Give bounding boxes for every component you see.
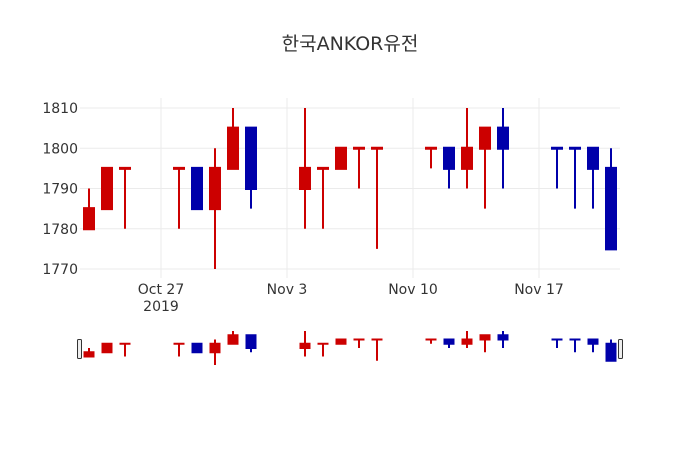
candle bbox=[605, 148, 617, 251]
slider-candle bbox=[551, 338, 563, 348]
slider-candle bbox=[353, 338, 365, 348]
slider-candle bbox=[119, 342, 131, 357]
slider-candle bbox=[371, 338, 383, 361]
slider-candle bbox=[191, 342, 203, 354]
slider-candle bbox=[587, 338, 599, 353]
slider-candle bbox=[173, 342, 185, 357]
x-tick-label: Nov 10 bbox=[388, 282, 438, 298]
candle bbox=[227, 108, 239, 170]
slider-candle bbox=[479, 334, 491, 353]
candle bbox=[443, 146, 455, 189]
candle bbox=[587, 146, 599, 209]
candle bbox=[83, 188, 95, 231]
candle bbox=[569, 146, 581, 209]
range-slider-left-handle[interactable] bbox=[77, 339, 82, 359]
candle bbox=[101, 166, 113, 211]
candle bbox=[335, 146, 347, 170]
slider-candle bbox=[497, 331, 509, 348]
candle bbox=[353, 146, 365, 189]
candle bbox=[425, 146, 437, 169]
candle bbox=[317, 166, 329, 229]
slider-candle bbox=[101, 342, 113, 354]
x-year-label: 2019 bbox=[143, 299, 179, 315]
slider-candle bbox=[335, 338, 347, 345]
slider-candle bbox=[569, 338, 581, 353]
candle bbox=[299, 108, 311, 229]
candle bbox=[173, 166, 185, 229]
slider-candle bbox=[461, 331, 473, 348]
y-tick-label: 1790 bbox=[42, 182, 78, 198]
y-tick-label: 1800 bbox=[42, 141, 78, 157]
candle bbox=[191, 166, 203, 211]
slider-candle bbox=[425, 338, 437, 344]
candle bbox=[551, 146, 563, 189]
candle bbox=[119, 166, 131, 229]
slider-candle bbox=[299, 331, 311, 357]
y-axis-labels: 1770 1780 1790 1800 1810 bbox=[42, 101, 78, 278]
candles bbox=[83, 108, 617, 269]
range-slider-right-handle[interactable] bbox=[618, 339, 623, 359]
candle bbox=[245, 126, 257, 209]
candle bbox=[371, 146, 383, 249]
candle bbox=[497, 108, 509, 189]
range-slider[interactable] bbox=[77, 331, 623, 365]
x-tick-label: Oct 27 bbox=[138, 282, 184, 298]
gridlines bbox=[80, 98, 620, 278]
slider-candle bbox=[605, 339, 617, 362]
slider-candle bbox=[83, 348, 95, 358]
slider-candle bbox=[443, 338, 455, 348]
slider-candle bbox=[209, 339, 221, 365]
slider-candle bbox=[227, 331, 239, 345]
candle bbox=[479, 126, 491, 209]
y-tick-label: 1810 bbox=[42, 101, 78, 117]
slider-candle bbox=[245, 334, 257, 353]
slider-candle bbox=[317, 342, 329, 357]
chart-title: 한국ANKOR유전 bbox=[281, 33, 419, 55]
candle bbox=[209, 148, 221, 269]
y-tick-label: 1780 bbox=[42, 222, 78, 238]
x-tick-label: Nov 3 bbox=[267, 282, 308, 298]
candle bbox=[461, 108, 473, 189]
y-tick-label: 1770 bbox=[42, 262, 78, 278]
x-tick-label: Nov 17 bbox=[514, 282, 564, 298]
